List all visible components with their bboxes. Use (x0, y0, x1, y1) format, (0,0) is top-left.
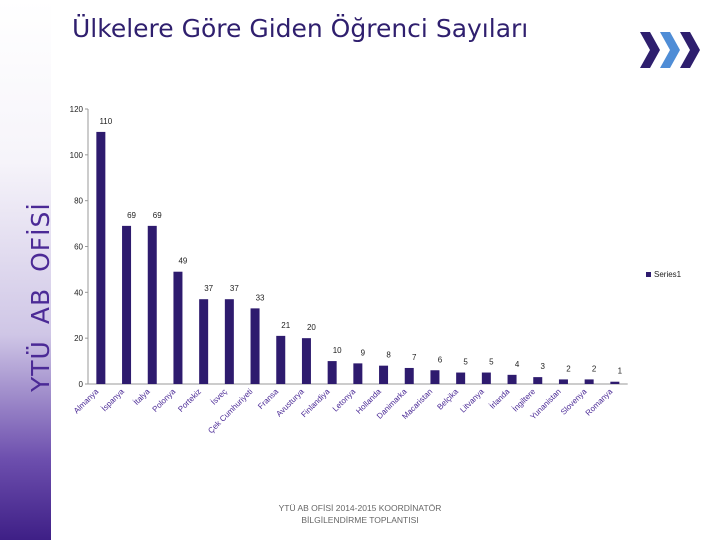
bar (610, 381, 620, 384)
data-label: 37 (230, 284, 239, 293)
bar (507, 374, 517, 384)
data-label: 110 (99, 117, 112, 126)
data-label: 2 (566, 364, 571, 373)
data-label: 69 (127, 211, 136, 220)
x-tick-label: Belçika (435, 387, 460, 412)
bar (430, 370, 440, 384)
chart-legend: Series1 (646, 270, 681, 279)
logo-chevron-3 (680, 32, 700, 68)
y-tick-label: 80 (74, 197, 83, 206)
bar (199, 299, 209, 384)
bar (224, 299, 234, 384)
bar (250, 308, 260, 384)
x-tick-label: Finlandiya (299, 387, 332, 420)
data-label: 21 (281, 321, 290, 330)
logo-chevron-1 (640, 32, 660, 68)
data-label: 69 (153, 211, 162, 220)
page-title: Ülkelere Göre Giden Öğrenci Sayıları (72, 14, 529, 43)
bar (276, 335, 286, 384)
footer-line-2: BİLGİLENDİRME TOPLANTISI (301, 515, 419, 525)
sidebar-label-part-ofisi: OFİSİ (26, 202, 55, 272)
bar (404, 367, 414, 384)
y-tick-label: 100 (70, 151, 84, 160)
footer-line-1: YTÜ AB OFİSİ 2014-2015 KOORDİNATÖR (278, 503, 442, 513)
footer: YTÜ AB OFİSİ 2014-2015 KOORDİNATÖR BİLGİ… (230, 502, 490, 526)
bar (96, 131, 106, 384)
x-tick-label: Fransa (256, 387, 280, 411)
bar (379, 365, 389, 384)
data-label: 1 (618, 367, 623, 376)
data-label: 6 (438, 355, 443, 364)
sidebar-band: YTÜ AB OFİSİ (0, 0, 55, 540)
bar (558, 379, 568, 384)
x-tick-label: İrlanda (488, 387, 512, 411)
y-tick-label: 0 (79, 380, 84, 389)
x-tick-label: İspanya (100, 387, 127, 414)
bar (481, 372, 491, 384)
y-tick-label: 60 (74, 243, 83, 252)
bar (456, 372, 466, 384)
bar (122, 225, 132, 384)
bar (584, 379, 594, 384)
sidebar-label-part-ytu: YTÜ (26, 340, 55, 392)
data-label: 5 (489, 358, 494, 367)
bar (301, 338, 311, 384)
x-tick-label: İtalya (132, 387, 152, 407)
data-label: 8 (386, 351, 391, 360)
data-label: 49 (178, 257, 187, 266)
data-label: 3 (541, 362, 546, 371)
x-tick-label: Polonya (151, 387, 178, 414)
bar (353, 363, 363, 384)
x-tick-label: Almanya (72, 387, 101, 416)
data-label: 5 (463, 358, 468, 367)
sidebar-label-part-ab: AB (26, 287, 55, 325)
bar-chart: 020406080100120110Almanya69İspanya69İtal… (70, 105, 628, 435)
legend-label: Series1 (654, 270, 682, 279)
data-label: 7 (412, 353, 417, 362)
x-tick-label: Çek Cumhuriyeti (206, 387, 254, 435)
data-label: 2 (592, 364, 597, 373)
data-label: 9 (361, 348, 366, 357)
data-label: 37 (204, 284, 213, 293)
x-tick-label: Romanya (584, 387, 615, 418)
x-tick-label: Litvanya (458, 387, 486, 415)
x-tick-label: Portekiz (176, 387, 203, 414)
bar (533, 377, 543, 384)
data-label: 33 (256, 293, 265, 302)
y-tick-label: 40 (74, 288, 83, 297)
legend-swatch (646, 272, 651, 277)
y-tick-label: 20 (74, 334, 83, 343)
data-label: 20 (307, 323, 316, 332)
bar (147, 225, 157, 384)
bar (327, 361, 337, 384)
triple-chevron-right-icon (640, 32, 700, 68)
sidebar-label: YTÜ AB OFİSİ (26, 186, 55, 392)
data-label: 4 (515, 360, 520, 369)
x-tick-label: İsveç (209, 387, 229, 407)
data-label: 10 (333, 346, 342, 355)
bar (173, 271, 183, 384)
logo-chevron-2 (660, 32, 680, 68)
y-tick-label: 120 (70, 105, 84, 114)
